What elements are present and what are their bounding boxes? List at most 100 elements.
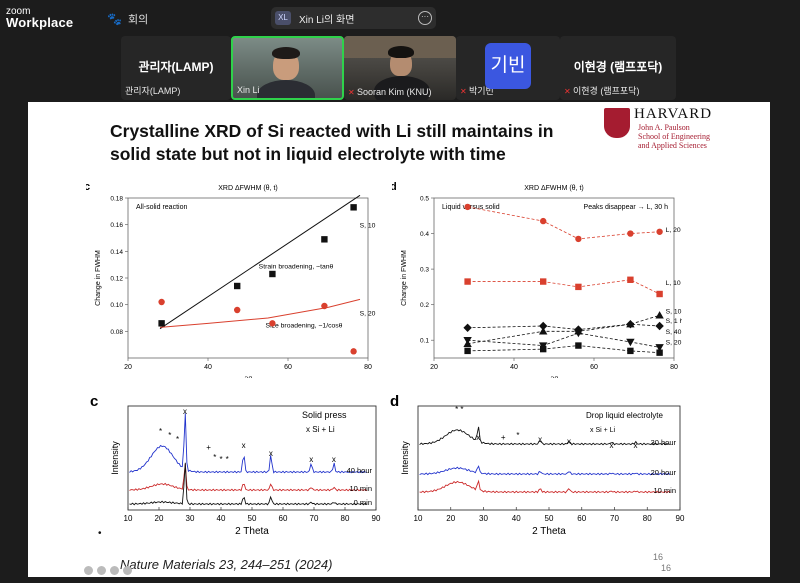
chart-annotation: Solid press (302, 410, 347, 420)
x-tick-label: 80 (670, 364, 678, 371)
participant-tile-admin[interactable]: 관리자(LAMP) 관리자(LAMP) (121, 36, 231, 100)
data-point (655, 344, 664, 352)
y-tick-label: 0.14 (110, 249, 123, 256)
x-tick-label: 30 (479, 514, 488, 523)
muted-mic-icon: ✕ (348, 88, 355, 97)
x-tick-label: 10 (414, 514, 423, 523)
slide-margin-left (28, 102, 80, 577)
xrd-trace (129, 413, 367, 474)
page-number: 16 (653, 552, 664, 562)
peak-marker-star: * (219, 455, 222, 464)
harvard-wordmark: HARVARD (634, 106, 713, 122)
series-label: S, 20 h (360, 310, 376, 317)
meeting-info[interactable]: 🐾 회의 (107, 11, 148, 27)
data-point (464, 347, 471, 355)
zoom-icon[interactable] (123, 566, 132, 575)
x-tick-label: 10 (124, 514, 133, 523)
video-person-hair (388, 46, 414, 58)
y-tick-label: 0.1 (420, 338, 429, 345)
chart-legend: x Si + Li (590, 427, 616, 434)
participant-name: Xin Li (237, 85, 260, 95)
data-point (540, 345, 547, 353)
x-tick-label: 60 (577, 514, 586, 523)
x-tick-label: 50 (248, 514, 257, 523)
data-point (626, 338, 635, 347)
data-point (464, 203, 471, 211)
pen-icon[interactable] (110, 566, 119, 575)
panel-label: d (392, 181, 397, 193)
x-tick-label: 40 (217, 514, 226, 523)
series-label: L, 20 h (666, 227, 682, 234)
y-axis-label: Change in FWHM (401, 250, 408, 306)
data-point (539, 321, 548, 331)
back-icon[interactable] (84, 566, 93, 575)
x-axis-label: 2 Theta (532, 526, 566, 537)
screen-share-indicator[interactable]: XL Xin Li의 화면 ··· (271, 7, 436, 29)
x-tick-label: 60 (590, 364, 598, 371)
participant-name: ✕ 박기빈 (460, 86, 494, 96)
citation: Nature Materials 23, 244–251 (2024) (120, 557, 333, 572)
peak-marker-si: x (309, 455, 313, 464)
xrd-trace (419, 426, 671, 446)
peak-marker-si: x (242, 441, 246, 450)
video-person-body (374, 76, 430, 100)
y-tick-label: 0.5 (420, 196, 429, 203)
data-point (655, 321, 664, 331)
chart-title: XRD ΔFWHM (θ, t) (218, 185, 278, 192)
y-axis-label: Intensity (400, 441, 410, 475)
data-point (350, 204, 357, 211)
chart-annotation: Peaks disappear → L, 30 h (584, 204, 669, 211)
muted-mic-icon: ✕ (564, 87, 571, 96)
shared-slide: Crystalline XRD of Si reacted with Li st… (80, 102, 718, 577)
data-point (540, 278, 547, 285)
panel-label: c (86, 181, 90, 193)
y-tick-label: 0.4 (420, 231, 429, 238)
more-options-icon[interactable]: ··· (418, 11, 432, 25)
participant-tile-lee[interactable]: 이현경 (램프포닥) ✕ 이현경 (램프포닥) (560, 36, 676, 100)
y-tick-label: 0.08 (110, 329, 123, 336)
participant-name: ✕ 이현경 (램프포닥) (564, 86, 640, 96)
x-axis-label: 2θ (244, 375, 252, 378)
participant-name: ✕ Sooran Kim (KNU) (348, 87, 432, 97)
data-point (540, 217, 547, 225)
chart-legend: x Si + Li (306, 425, 335, 434)
data-point (463, 337, 472, 345)
peak-marker-star: * (460, 405, 463, 414)
peak-marker-star: * (226, 455, 229, 464)
harvard-school: John A. Paulson School of Engineering an… (638, 123, 710, 150)
x-axis-label: 2 Theta (235, 526, 269, 537)
slide-margin-right (718, 102, 770, 577)
trace-label: 0 min (354, 498, 372, 507)
plot-frame (127, 405, 377, 511)
forward-icon[interactable] (97, 566, 106, 575)
x-tick-label: 60 (284, 364, 292, 371)
peak-marker-star: * (168, 431, 171, 440)
data-point (269, 270, 276, 278)
peak-marker-star: * (516, 431, 519, 440)
x-tick-label: 40 (204, 364, 212, 371)
data-point (627, 230, 634, 237)
trace-label: 40 hour (347, 466, 373, 475)
y-tick-label: 0.12 (110, 276, 123, 283)
x-tick-label: 80 (341, 514, 350, 523)
paw-icon: 🐾 (107, 12, 122, 26)
series-label: S, 1 h (666, 318, 682, 325)
x-tick-label: 90 (676, 514, 685, 523)
harvard-shield-icon (604, 108, 630, 138)
bullet: • (98, 528, 102, 539)
participant-tile-xin-li[interactable]: Xin Li (231, 36, 344, 100)
peak-marker-si: x (183, 407, 187, 416)
data-point (627, 347, 634, 355)
participant-display-name: 관리자(LAMP) (138, 60, 214, 74)
plot-frame (127, 197, 369, 359)
avatar: 기빈 (485, 43, 531, 89)
logo-line1: zoom (6, 6, 31, 17)
data-point (656, 349, 663, 356)
sharer-badge: XL (275, 11, 291, 25)
series-label: S, 10 min (666, 309, 682, 316)
x-tick-label: 20 (430, 364, 438, 371)
x-tick-label: 50 (545, 514, 554, 523)
fit-line (159, 298, 361, 328)
peak-marker-si: x (633, 441, 637, 450)
participant-tile-sooran-kim[interactable]: ✕ Sooran Kim (KNU) (344, 36, 456, 100)
